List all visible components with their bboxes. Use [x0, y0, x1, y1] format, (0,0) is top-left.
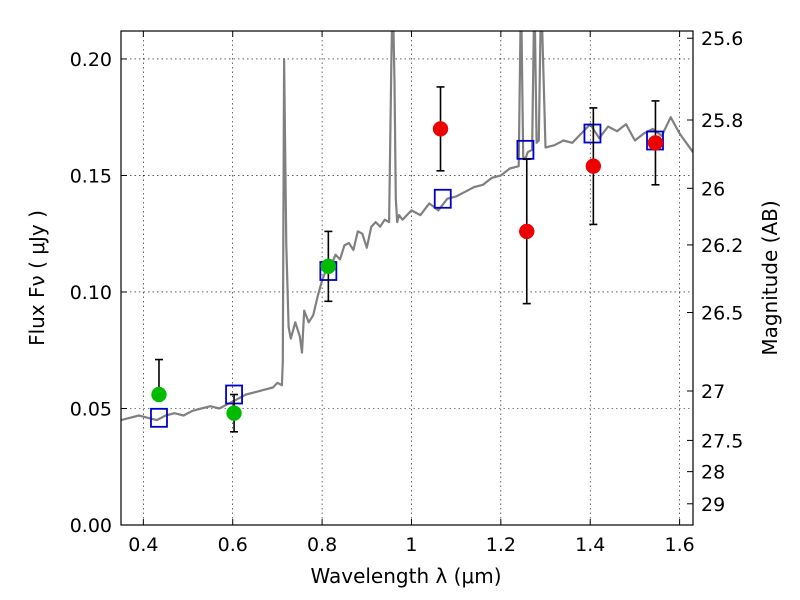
model-square-marker — [433, 188, 452, 209]
y2-tick-label: 26 — [701, 178, 725, 200]
x-tick-label: 1.2 — [486, 534, 516, 556]
data-point-circle — [585, 158, 602, 174]
y-tick-label: 0.15 — [70, 165, 112, 187]
y2-tick-label: 29 — [701, 494, 725, 516]
y-tick-label: 0.20 — [70, 49, 112, 71]
y-tick-label: 0.05 — [70, 398, 112, 420]
y2-tick-label: 25.8 — [701, 110, 743, 132]
y-tick-label: 0.00 — [70, 515, 112, 537]
y2-tick-label: 28 — [701, 462, 725, 484]
plot-frame — [120, 30, 694, 526]
model-square-marker — [583, 123, 602, 144]
axis-ticks: 0.4 0.6 0.8 1 1.2 1.4 1.6 0.00 0.05 0.10 0.15 0.20 2… — [70, 28, 744, 556]
x-axis-label: Wavelength λ (μm) — [310, 564, 501, 588]
y2-tick-label: 25.6 — [701, 28, 743, 50]
x-tick-label: 1.6 — [664, 534, 694, 556]
data-point-circle — [432, 121, 449, 137]
data-point-circle — [519, 223, 535, 240]
y2-tick-label: 26.2 — [701, 235, 743, 257]
data-point-circle — [226, 405, 242, 421]
data-point-circle — [151, 386, 167, 403]
x-tick-label: 0.6 — [218, 534, 248, 556]
x-tick-label: 0.4 — [128, 534, 158, 556]
x-tick-label: 0.8 — [307, 534, 337, 556]
y-tick-label: 0.10 — [70, 282, 112, 304]
y-axis-label: Flux Fν ( μJy ) — [25, 210, 49, 346]
plot-area — [121, 31, 693, 433]
y2-tick-label: 27.5 — [701, 430, 743, 452]
x-tick-label: 1.4 — [575, 534, 605, 556]
data-point-circle — [320, 258, 337, 275]
model-square-marker — [150, 407, 168, 428]
y2-axis-label: Magnitude (AB) — [758, 200, 782, 355]
y2-tick-label: 27 — [701, 381, 725, 403]
data-point-circle — [647, 135, 664, 151]
spectrum-line — [121, 31, 693, 422]
y2-tick-label: 26.5 — [701, 302, 743, 324]
x-tick-label: 1 — [405, 534, 417, 556]
